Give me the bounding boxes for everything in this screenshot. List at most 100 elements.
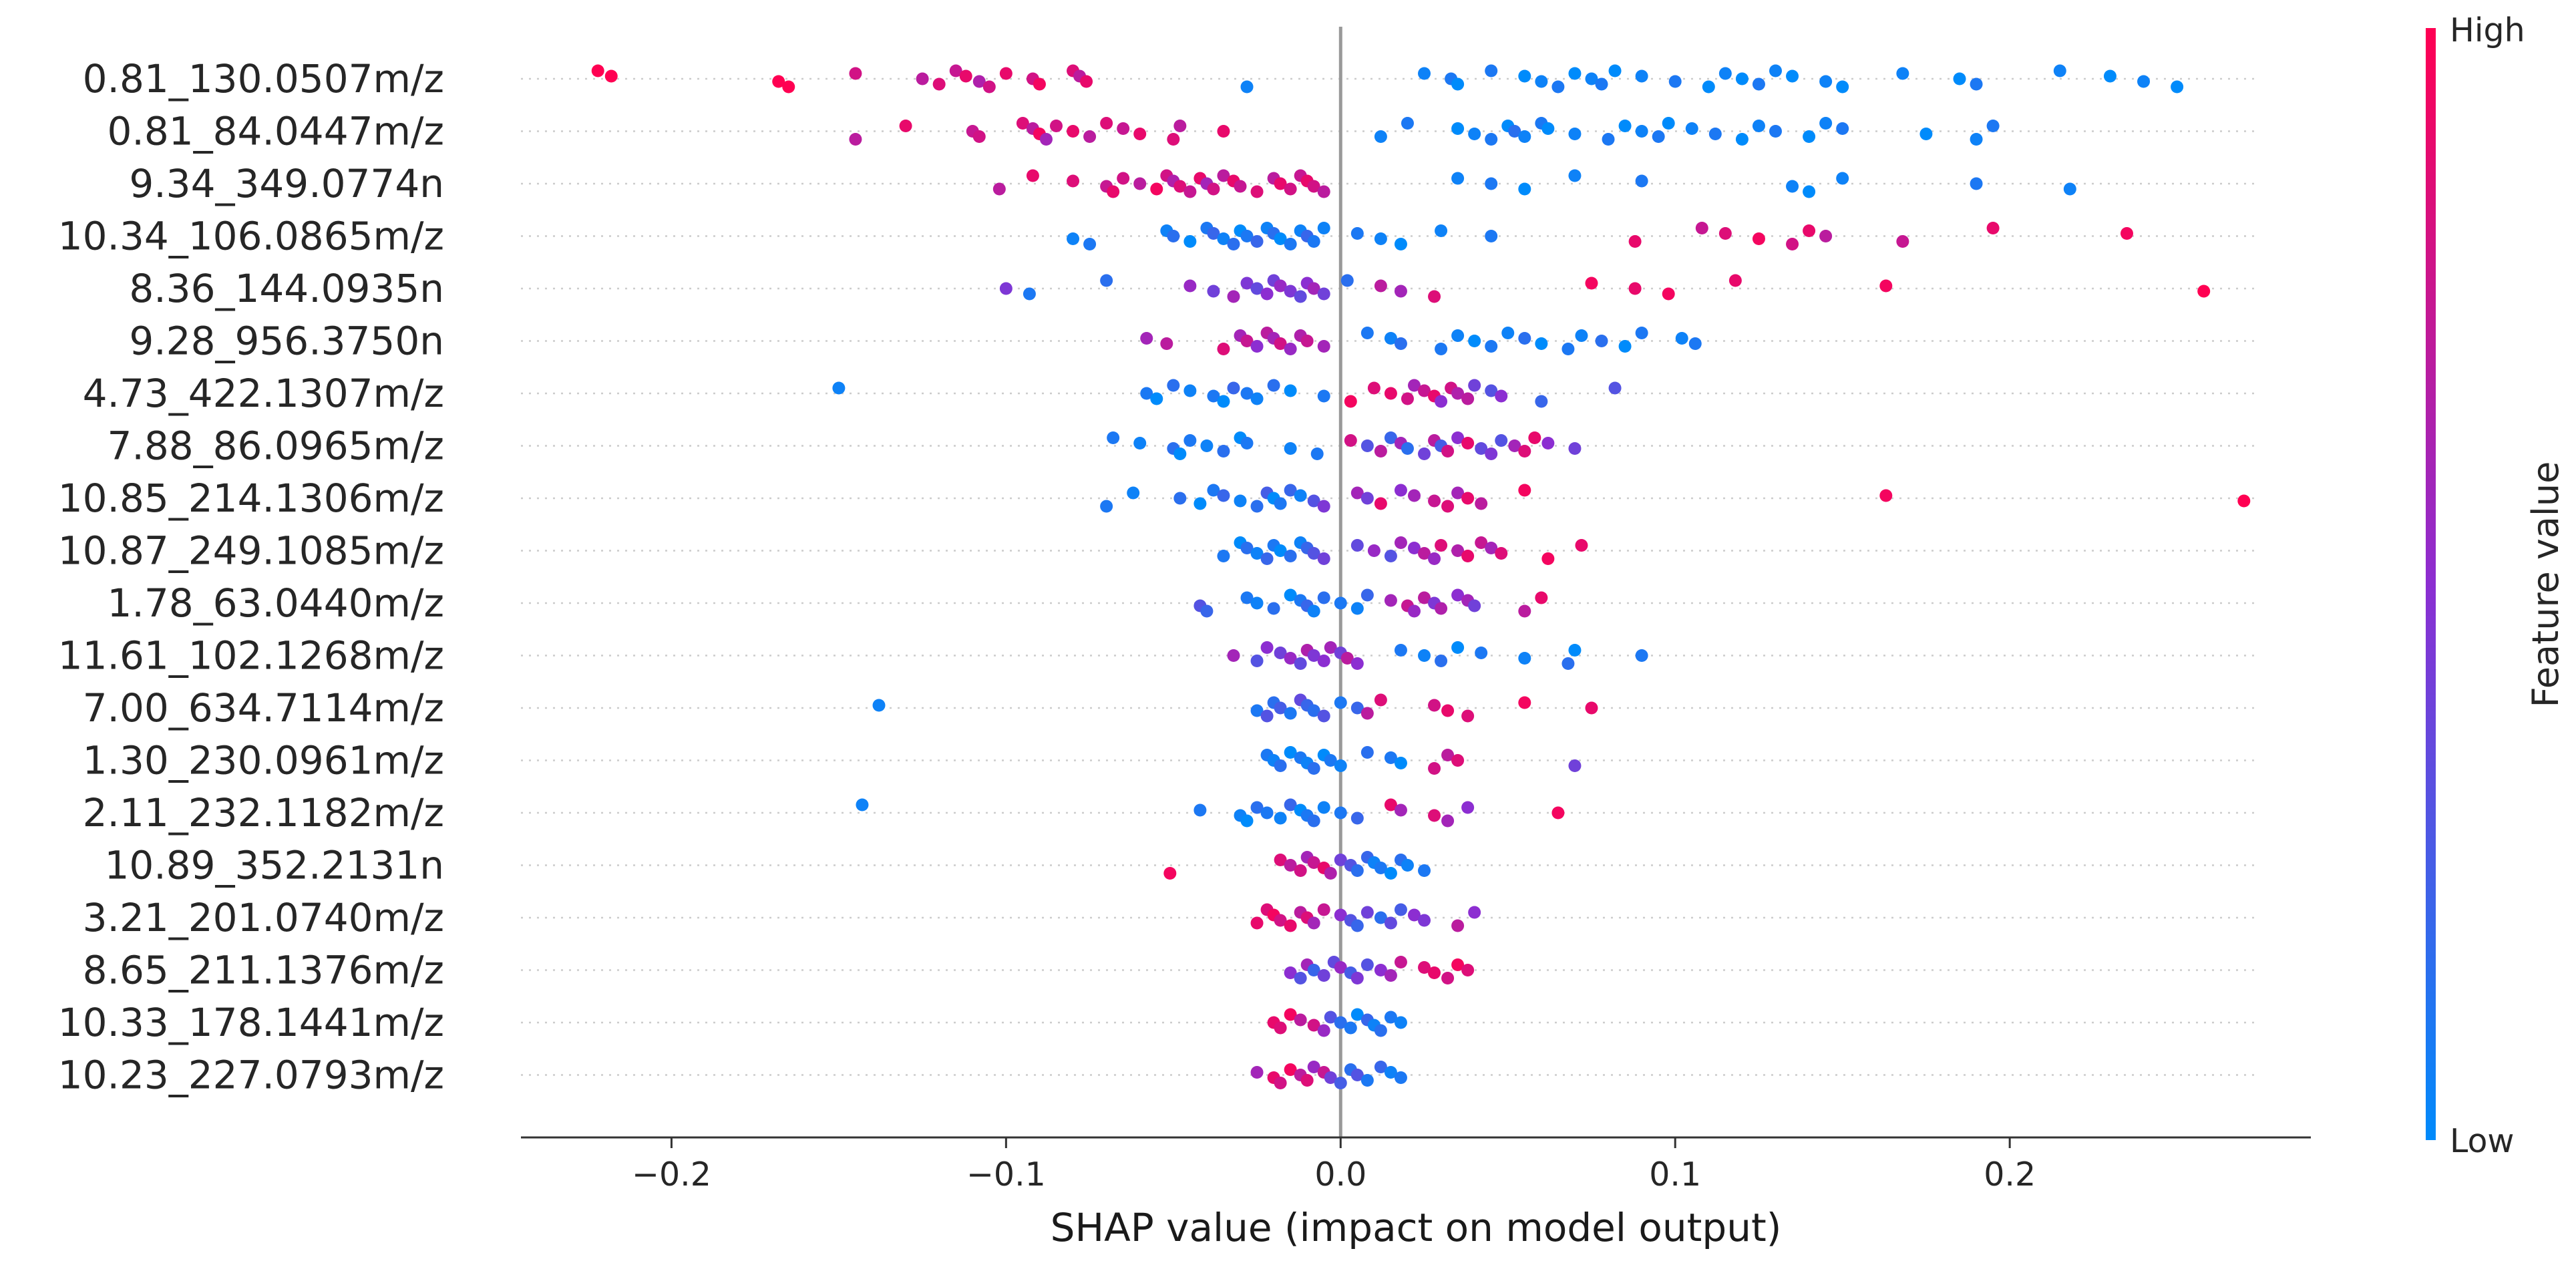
data-point <box>1360 906 1374 919</box>
data-point <box>1307 649 1320 662</box>
data-point <box>1307 762 1320 775</box>
data-point <box>1495 547 1508 560</box>
data-point <box>1635 69 1648 83</box>
data-point <box>1360 958 1374 971</box>
row-gridlines <box>521 77 2257 1076</box>
data-point <box>1508 125 1521 138</box>
data-point <box>1307 494 1320 508</box>
data-point <box>1441 972 1455 984</box>
data-point <box>1451 641 1465 654</box>
data-point <box>1451 588 1465 602</box>
data-point <box>1350 657 1364 670</box>
data-point <box>972 130 986 143</box>
data-point <box>1384 867 1397 880</box>
data-point <box>1260 641 1274 654</box>
data-point <box>1953 72 1966 85</box>
data-point <box>1394 956 1407 968</box>
data-point <box>1227 649 1240 662</box>
data-point <box>1250 916 1264 930</box>
data-point <box>1080 75 1093 88</box>
data-point <box>1428 809 1441 822</box>
data-point <box>1350 919 1364 932</box>
data-point <box>1451 486 1465 500</box>
data-point <box>1344 434 1357 447</box>
data-point <box>1435 343 1448 355</box>
data-point <box>1407 489 1421 502</box>
data-point <box>1708 128 1722 140</box>
data-point <box>872 699 886 712</box>
data-point <box>1344 1021 1357 1035</box>
data-point <box>1551 80 1565 94</box>
data-point <box>1217 489 1230 502</box>
data-point <box>1360 588 1374 602</box>
data-point <box>1418 447 1431 460</box>
data-point <box>1284 550 1297 562</box>
data-point <box>1635 649 1648 662</box>
feature-label: 11.61_102.1268m/z <box>58 633 444 679</box>
data-point <box>1307 282 1320 295</box>
data-point <box>1769 64 1783 77</box>
data-point <box>1394 803 1407 817</box>
data-point <box>1133 437 1147 449</box>
data-point <box>1451 77 1465 91</box>
data-point <box>1250 185 1264 198</box>
data-point <box>1451 544 1465 557</box>
data-point <box>1039 133 1053 146</box>
data-point <box>1250 704 1264 717</box>
data-point <box>1475 497 1488 510</box>
x-tick-label: 0.1 <box>1649 1155 1701 1194</box>
data-point <box>1117 122 1130 135</box>
data-point <box>1317 185 1330 198</box>
data-point <box>1173 492 1187 505</box>
data-point <box>1183 235 1197 248</box>
data-point <box>2063 182 2076 196</box>
data-point <box>1317 287 1330 301</box>
data-point <box>1217 445 1230 458</box>
feature-label: 0.81_84.0447m/z <box>108 109 444 154</box>
data-point <box>1688 337 1702 350</box>
data-point <box>1374 130 1387 143</box>
feature-label: 2.11_232.1182m/z <box>83 790 444 836</box>
data-point <box>2103 69 2117 83</box>
data-point <box>1284 966 1297 979</box>
data-point <box>1240 335 1254 347</box>
data-point <box>1317 222 1330 234</box>
feature-label: 9.28_956.3750n <box>129 319 444 364</box>
data-point <box>1334 1016 1347 1029</box>
data-point <box>1418 649 1431 662</box>
data-point <box>1535 75 1548 88</box>
data-point <box>1407 379 1421 392</box>
data-point <box>1367 544 1381 557</box>
data-point <box>1451 387 1465 400</box>
data-point <box>1240 387 1254 400</box>
data-point <box>1568 759 1582 772</box>
data-point <box>1435 539 1448 552</box>
data-point <box>1561 657 1575 670</box>
data-point <box>1250 801 1264 814</box>
data-point <box>1461 709 1475 723</box>
data-point <box>1451 958 1465 971</box>
data-point <box>1227 238 1240 250</box>
data-point <box>1324 754 1337 767</box>
data-point <box>1240 80 1254 94</box>
data-point <box>1274 1077 1287 1089</box>
feature-label: 10.34_106.0865m/z <box>58 214 444 259</box>
data-point <box>1407 542 1421 554</box>
data-point <box>604 69 618 83</box>
feature-label: 1.78_63.0440m/z <box>108 580 444 626</box>
data-point <box>1428 290 1441 303</box>
data-point <box>2053 64 2066 77</box>
data-point <box>1360 492 1374 505</box>
data-point <box>1167 379 1180 392</box>
data-point <box>1317 655 1330 667</box>
x-axis-title: SHAP value (impact on model output) <box>1051 1205 1782 1250</box>
data-point <box>1294 290 1307 303</box>
data-point <box>1067 232 1080 245</box>
data-point <box>1250 500 1264 513</box>
data-point <box>1334 696 1347 709</box>
data-point <box>1023 287 1036 301</box>
data-point <box>1317 591 1330 604</box>
data-point <box>1284 919 1297 932</box>
data-point <box>1350 486 1364 500</box>
data-point <box>1451 122 1465 135</box>
